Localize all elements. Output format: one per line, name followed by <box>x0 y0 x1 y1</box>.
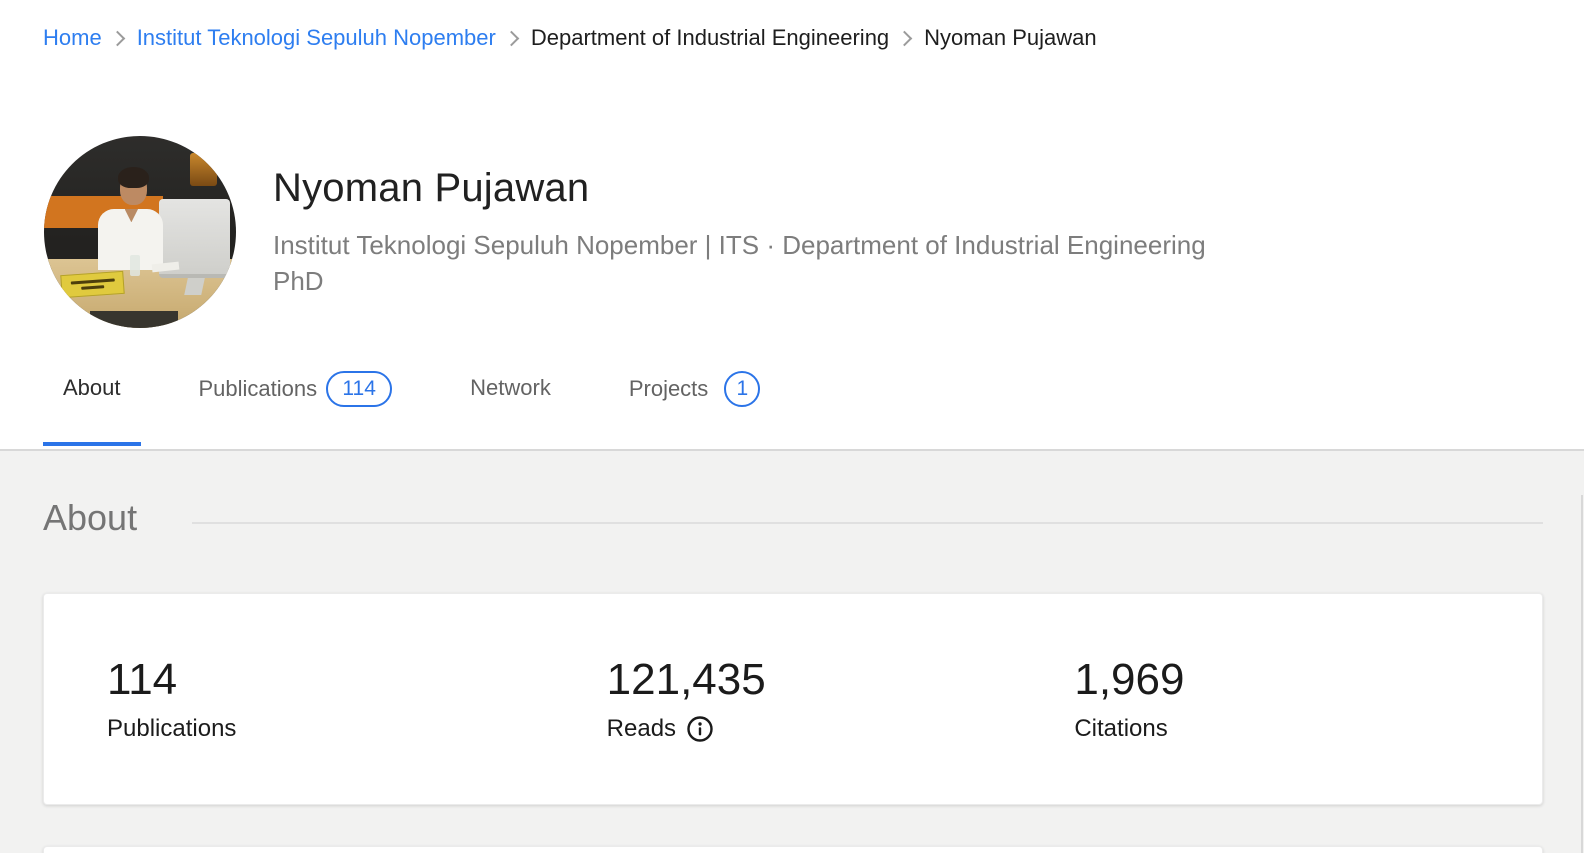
chevron-right-icon <box>109 30 125 46</box>
avatar-person-shape <box>117 166 149 188</box>
avatar-desk-shape <box>90 310 179 328</box>
tab-projects-label: Projects <box>628 376 709 401</box>
stat-reads-label: Reads <box>606 715 677 742</box>
avatar-desk-item-shape <box>130 255 140 277</box>
tab-projects[interactable]: Projects 1 <box>609 363 780 448</box>
breadcrumb: Home Institut Teknologi Sepuluh Nopember… <box>43 24 1097 52</box>
chevron-right-icon <box>896 30 913 46</box>
stat-citations-label: Citations <box>1074 715 1168 742</box>
profile-tabs: About Publications 114 Network Projects … <box>43 363 780 448</box>
stat-publications-label: Publications <box>107 715 237 742</box>
tab-about-label: About <box>63 375 121 400</box>
stat-publications-value: 114 <box>107 655 178 704</box>
tab-network[interactable]: Network <box>450 363 571 446</box>
degree-text: PhD <box>273 266 324 296</box>
stat-publications: 114 Publications <box>44 594 575 804</box>
info-icon[interactable] <box>686 715 714 743</box>
stat-citations: 1,969 Citations <box>1074 594 1542 804</box>
stat-reads: 121,435 Reads <box>575 594 1075 804</box>
tab-network-label: Network <box>470 375 551 400</box>
affiliation-text: Institut Teknologi Sepuluh Nopember | IT… <box>273 230 1206 260</box>
avatar-nameplate-shape <box>60 271 126 299</box>
breadcrumb-item-department: Department of Industrial Engineering <box>530 25 890 50</box>
stat-citations-value: 1,969 <box>1074 655 1185 704</box>
tabbar-divider <box>0 449 1584 451</box>
breadcrumb-link-home[interactable]: Home <box>43 25 102 50</box>
breadcrumb-item-current: Nyoman Pujawan <box>924 25 1097 50</box>
tab-about[interactable]: About <box>43 363 141 446</box>
section-title-divider <box>192 522 1543 524</box>
profile-affiliation: Institut Teknologi Sepuluh Nopember | IT… <box>273 227 1373 299</box>
chevron-right-icon <box>503 30 520 46</box>
tab-publications[interactable]: Publications 114 <box>179 363 413 448</box>
stats-card: 114 Publications 121,435 Reads 1,969 <box>43 593 1543 805</box>
vertical-divider <box>1581 495 1583 853</box>
profile-photo[interactable] <box>44 136 236 328</box>
publications-count-badge: 114 <box>326 371 393 407</box>
projects-count-badge: 1 <box>724 371 761 407</box>
avatar-background-shape <box>189 153 217 186</box>
page-title: Nyoman Pujawan <box>273 166 590 210</box>
section-title: About <box>43 497 138 538</box>
tab-publications-label: Publications <box>198 376 318 401</box>
next-card-partial <box>43 846 1543 853</box>
breadcrumb-link-institution[interactable]: Institut Teknologi Sepuluh Nopember <box>136 25 496 50</box>
stat-reads-value: 121,435 <box>606 655 766 704</box>
about-section: About 114 Publications 121,435 Reads <box>0 451 1584 853</box>
